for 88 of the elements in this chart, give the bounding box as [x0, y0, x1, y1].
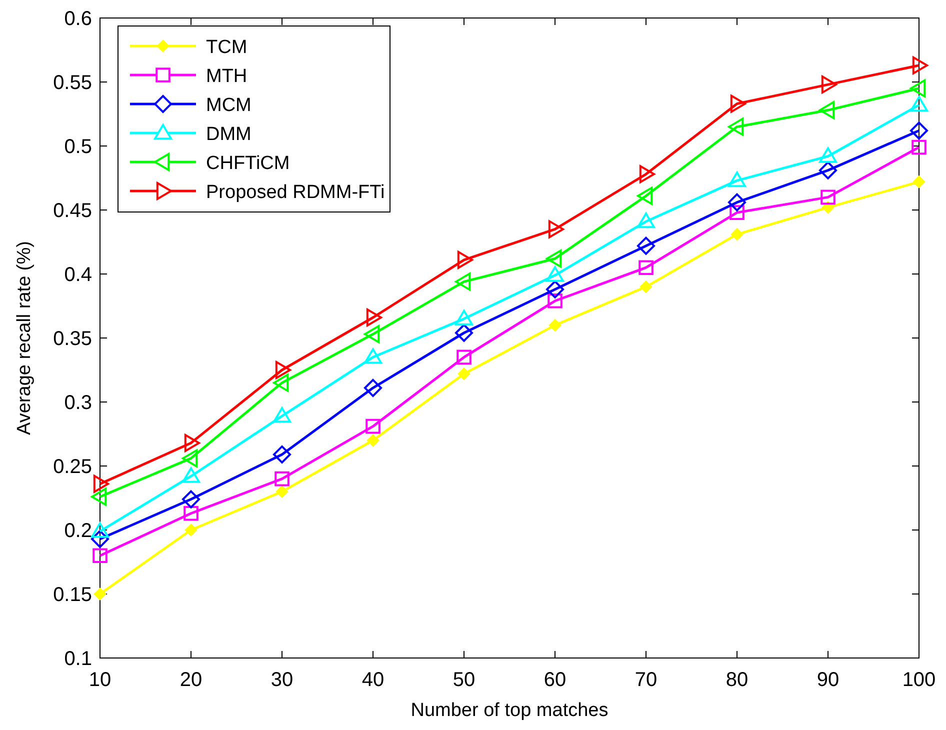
- point: [364, 378, 382, 397]
- point: [182, 449, 198, 468]
- point: [821, 76, 837, 94]
- point: [910, 122, 928, 140]
- x-tick-label: 90: [816, 669, 840, 691]
- point: [366, 308, 382, 327]
- point: [637, 236, 655, 255]
- x-axis-title: Number of top matches: [410, 700, 608, 721]
- x-tick-label: 10: [88, 669, 112, 691]
- point: [455, 310, 473, 326]
- point: [546, 280, 564, 298]
- point: [458, 368, 470, 380]
- point: [276, 486, 288, 498]
- point: [912, 140, 926, 155]
- legend-label: Proposed RDMM-FTi: [206, 182, 385, 203]
- legend-label: CHFTiCM: [206, 153, 290, 174]
- point: [548, 220, 564, 238]
- point: [364, 325, 380, 344]
- point: [912, 56, 928, 74]
- x-tick-label: 40: [362, 669, 384, 691]
- legend-label: DMM: [206, 124, 252, 145]
- point: [455, 324, 473, 342]
- legend-label: TCM: [206, 37, 248, 58]
- legend-label: MCM: [206, 95, 252, 116]
- point: [910, 79, 926, 98]
- y-tick-label: 0.2: [64, 520, 92, 542]
- y-tick-label: 0.25: [53, 456, 92, 478]
- point: [640, 280, 652, 293]
- point: [819, 101, 835, 120]
- point: [366, 418, 380, 434]
- y-tick-label: 0.4: [64, 264, 92, 286]
- point: [457, 250, 473, 269]
- point: [819, 147, 837, 163]
- point: [184, 434, 200, 452]
- point: [456, 350, 472, 365]
- point: [94, 588, 106, 600]
- point: [182, 467, 200, 483]
- point: [819, 161, 837, 180]
- point: [731, 228, 743, 240]
- y-tick-label: 0.3: [64, 392, 92, 414]
- point: [546, 250, 562, 268]
- point: [182, 490, 200, 508]
- y-tick-label: 0.1: [64, 648, 92, 670]
- y-tick-label: 0.6: [64, 8, 92, 30]
- point: [185, 524, 197, 536]
- x-tick-label: 70: [634, 669, 658, 691]
- point: [455, 272, 471, 291]
- legend-label: MTH: [206, 66, 248, 87]
- point: [728, 193, 746, 212]
- point: [639, 165, 655, 184]
- x-tick-label: 20: [180, 669, 202, 691]
- point: [273, 445, 291, 464]
- y-tick-label: 0.15: [53, 584, 92, 606]
- point: [184, 506, 198, 521]
- point: [913, 176, 925, 188]
- y-tick-label: 0.55: [53, 72, 92, 94]
- y-tick-label: 0.5: [64, 136, 92, 158]
- point: [820, 190, 836, 205]
- point: [637, 186, 653, 205]
- point: [548, 293, 562, 308]
- point: [274, 471, 290, 486]
- x-tick-label: 50: [452, 669, 476, 691]
- point: [638, 260, 654, 275]
- y-tick-label: 0.45: [53, 200, 92, 222]
- point: [730, 205, 744, 220]
- point: [637, 212, 655, 228]
- x-tick-label: 60: [544, 669, 566, 691]
- point: [93, 474, 109, 493]
- point: [273, 374, 289, 392]
- x-tick-label: 30: [270, 669, 294, 691]
- point: [549, 319, 561, 332]
- point: [367, 434, 379, 446]
- point: [275, 361, 291, 379]
- point: [91, 530, 109, 548]
- point: [728, 172, 746, 188]
- point: [92, 548, 108, 563]
- x-tick-label: 100: [902, 669, 936, 691]
- point: [273, 407, 291, 423]
- point: [730, 94, 746, 113]
- point: [728, 118, 744, 136]
- point: [91, 522, 109, 538]
- point: [910, 96, 928, 112]
- point: [91, 488, 107, 506]
- y-tick-label: 0.35: [53, 328, 92, 350]
- y-axis-title: Average recall rate (%): [14, 241, 35, 435]
- point: [364, 348, 382, 364]
- x-tick-label: 80: [726, 669, 748, 691]
- point: [546, 266, 564, 282]
